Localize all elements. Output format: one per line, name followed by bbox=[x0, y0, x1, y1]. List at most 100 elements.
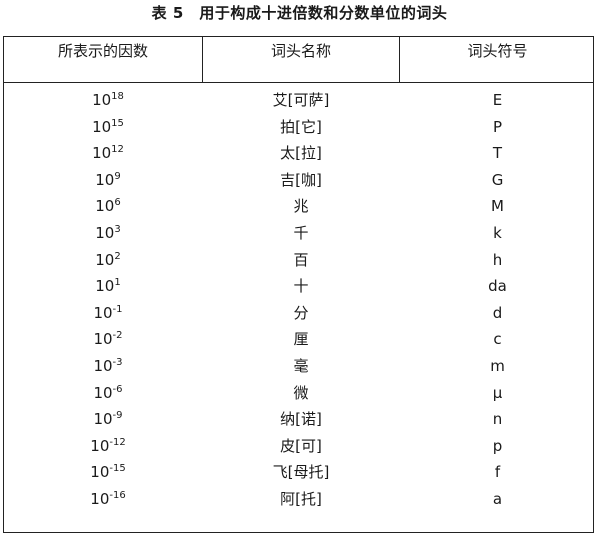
factor-base: 10 bbox=[90, 463, 110, 482]
factor-exponent: 18 bbox=[111, 91, 124, 102]
factor-base: 10 bbox=[90, 436, 110, 455]
factor-exponent: -15 bbox=[109, 463, 126, 475]
column-divider bbox=[202, 37, 203, 82]
header-prefix-symbol: 词头符号 bbox=[467, 42, 528, 60]
prefix-name-cell: 太[拉] bbox=[280, 144, 322, 163]
prefix-symbol-cell: k bbox=[493, 223, 502, 242]
table-row: 1015 拍[它] P bbox=[4, 114, 593, 141]
factor-exponent: -3 bbox=[112, 356, 123, 368]
table-body: 1018 艾[可萨] E 1015 拍[它] P 1012 太[拉] T 109 吉[咖] G 106 兆… bbox=[4, 87, 593, 513]
prefix-symbol-cell: p bbox=[492, 436, 503, 455]
factor-cell: 1015 bbox=[4, 114, 212, 141]
factor-exponent: 12 bbox=[111, 144, 124, 156]
factor-exponent: 2 bbox=[114, 250, 121, 262]
factor-base: 10 bbox=[92, 91, 112, 109]
table-row: 10-12 皮[可] p bbox=[4, 433, 593, 460]
factor-cell: 10-1 bbox=[4, 300, 212, 327]
prefix-symbol-cell: f bbox=[494, 463, 501, 482]
header-factor: 所表示的因数 bbox=[57, 42, 148, 60]
factor-base: 10 bbox=[92, 117, 112, 136]
table-row: 102 百 h bbox=[4, 247, 593, 274]
factor-exponent: 3 bbox=[114, 223, 121, 235]
factor-cell: 1012 bbox=[4, 140, 212, 167]
prefix-name-cell: 吉[咖] bbox=[280, 170, 322, 189]
prefix-symbol-cell: h bbox=[492, 250, 503, 269]
header-divider bbox=[4, 82, 593, 83]
factor-cell: 10-3 bbox=[4, 353, 212, 380]
factor-cell: 106 bbox=[4, 193, 212, 220]
factor-cell: 10-15 bbox=[4, 459, 212, 486]
prefix-name-cell: 百 bbox=[293, 250, 309, 269]
table-row: 103 千 k bbox=[4, 220, 593, 247]
factor-base: 10 bbox=[93, 383, 113, 402]
prefix-name-cell: 厘 bbox=[293, 330, 309, 349]
factor-base: 10 bbox=[90, 489, 110, 508]
table-row: 10-16 阿[托] a bbox=[4, 486, 593, 513]
factor-exponent: -16 bbox=[109, 489, 126, 501]
factor-cell: 103 bbox=[4, 220, 212, 247]
prefix-name-cell: 分 bbox=[293, 303, 309, 322]
factor-exponent: 1 bbox=[114, 277, 121, 289]
prefix-name-cell: 皮[可] bbox=[280, 436, 322, 455]
factor-exponent: 9 bbox=[114, 170, 121, 182]
prefix-name-cell: 阿[托] bbox=[280, 489, 322, 508]
prefix-symbol-cell: T bbox=[492, 144, 503, 163]
prefix-symbol-cell: da bbox=[488, 277, 507, 296]
factor-cell: 1018 bbox=[4, 87, 212, 114]
prefix-symbol-cell: d bbox=[492, 303, 503, 322]
prefix-name-cell: 兆 bbox=[293, 197, 309, 216]
factor-cell: 101 bbox=[4, 273, 212, 300]
factor-exponent: -9 bbox=[112, 410, 123, 422]
prefix-name-cell: 毫 bbox=[293, 356, 309, 375]
factor-base: 10 bbox=[95, 277, 115, 296]
table-row: 10-1 分 d bbox=[4, 300, 593, 327]
factor-exponent: -2 bbox=[112, 330, 123, 342]
column-divider bbox=[399, 37, 400, 82]
factor-cell: 10-12 bbox=[4, 433, 212, 460]
factor-base: 10 bbox=[93, 303, 113, 322]
prefix-symbol-cell: G bbox=[491, 170, 504, 189]
table-row: 101 十 da bbox=[4, 273, 593, 300]
factor-base: 10 bbox=[95, 170, 115, 189]
prefix-name-cell: 纳[诺] bbox=[280, 410, 322, 429]
prefix-table: 所表示的因数 词头名称 词头符号 1018 艾[可萨] E 1015 拍[它] P 1012… bbox=[3, 36, 594, 533]
table-row: 10-3 毫 m bbox=[4, 353, 593, 380]
prefix-name-cell: 十 bbox=[293, 277, 309, 296]
prefix-name-cell: 飞[母托] bbox=[272, 463, 330, 482]
factor-base: 10 bbox=[93, 410, 113, 429]
factor-exponent: -12 bbox=[109, 436, 126, 448]
factor-cell: 10-9 bbox=[4, 406, 212, 433]
prefix-symbol-cell: n bbox=[492, 410, 503, 429]
factor-base: 10 bbox=[92, 144, 112, 163]
factor-cell: 102 bbox=[4, 247, 212, 274]
table-caption: 表 5 用于构成十进倍数和分数单位的词头 bbox=[151, 4, 448, 22]
factor-base: 10 bbox=[95, 197, 115, 216]
factor-base: 10 bbox=[93, 356, 113, 375]
prefix-symbol-cell: E bbox=[492, 91, 503, 109]
prefix-symbol-cell: m bbox=[490, 356, 505, 375]
factor-cell: 109 bbox=[4, 167, 212, 194]
header-prefix-name: 词头名称 bbox=[270, 42, 331, 60]
table-row: 10-2 厘 c bbox=[4, 326, 593, 353]
factor-exponent: -6 bbox=[112, 383, 123, 395]
factor-exponent: 15 bbox=[111, 117, 124, 129]
factor-base: 10 bbox=[93, 330, 113, 349]
table-row: 106 兆 M bbox=[4, 193, 593, 220]
table-row: 10-6 微 μ bbox=[4, 380, 593, 407]
factor-base: 10 bbox=[95, 250, 115, 269]
prefix-name-cell: 拍[它] bbox=[280, 117, 322, 136]
prefix-symbol-cell: M bbox=[491, 197, 504, 216]
prefix-symbol-cell: c bbox=[493, 330, 502, 349]
table-row: 109 吉[咖] G bbox=[4, 167, 593, 194]
factor-cell: 10-16 bbox=[4, 486, 212, 513]
table-row: 1012 太[拉] T bbox=[4, 140, 593, 167]
table-row: 1018 艾[可萨] E bbox=[4, 87, 593, 114]
table-row: 10-9 纳[诺] n bbox=[4, 406, 593, 433]
prefix-symbol-cell: P bbox=[492, 117, 503, 136]
factor-exponent: -1 bbox=[112, 303, 123, 315]
prefix-name-cell: 艾[可萨] bbox=[272, 91, 330, 109]
prefix-name-cell: 微 bbox=[293, 383, 309, 402]
table-row: 10-15 飞[母托] f bbox=[4, 459, 593, 486]
prefix-name-cell: 千 bbox=[293, 223, 309, 242]
factor-cell: 10-2 bbox=[4, 326, 212, 353]
